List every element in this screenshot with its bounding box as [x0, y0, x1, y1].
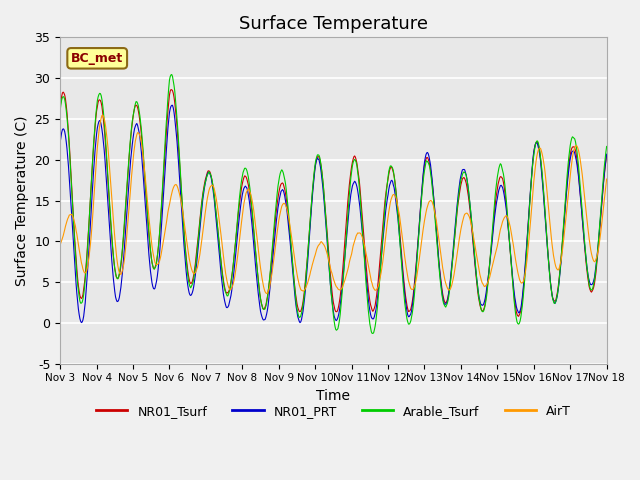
NR01_Tsurf [200, 181, 208, 187]
NR01_Tsurf [603, 153, 611, 158]
NR01_Tsurf [326, 262, 333, 268]
AirT [200, 217, 208, 223]
Arable_Tsurf [603, 144, 611, 149]
NR01_PRT [603, 151, 611, 157]
NR01_Tsurf [167, 87, 175, 93]
NR01_Tsurf [379, 224, 387, 229]
AirT [433, 226, 441, 231]
Arable_Tsurf [554, 288, 562, 293]
AirT [326, 265, 334, 271]
NR01_Tsurf [177, 180, 185, 186]
NR01_PRT [554, 288, 562, 294]
NR01_PRT [433, 241, 441, 247]
Legend: NR01_Tsurf, NR01_PRT, Arable_Tsurf, AirT: NR01_Tsurf, NR01_PRT, Arable_Tsurf, AirT [91, 400, 575, 423]
NR01_PRT [169, 102, 177, 108]
Arable_Tsurf [177, 176, 185, 182]
NR01_Tsurf [515, 313, 522, 319]
Arable_Tsurf [369, 331, 377, 336]
NR01_PRT [200, 185, 208, 191]
Line: AirT: AirT [60, 115, 607, 293]
X-axis label: Time: Time [316, 389, 350, 403]
Line: Arable_Tsurf: Arable_Tsurf [60, 74, 607, 334]
Line: NR01_Tsurf: NR01_Tsurf [60, 90, 607, 316]
Line: NR01_PRT: NR01_PRT [60, 105, 607, 323]
AirT [99, 112, 106, 118]
NR01_PRT [326, 281, 334, 287]
NR01_Tsurf [554, 285, 562, 291]
NR01_PRT [296, 320, 304, 325]
AirT [603, 176, 611, 182]
NR01_PRT [177, 194, 185, 200]
NR01_PRT [56, 139, 64, 145]
Arable_Tsurf [200, 184, 208, 190]
Arable_Tsurf [380, 224, 387, 229]
Arable_Tsurf [168, 72, 175, 77]
Arable_Tsurf [433, 245, 441, 251]
NR01_PRT [380, 231, 387, 237]
Arable_Tsurf [326, 271, 333, 276]
AirT [554, 267, 562, 273]
Title: Surface Temperature: Surface Temperature [239, 15, 428, 33]
NR01_Tsurf [433, 230, 440, 236]
Arable_Tsurf [56, 108, 64, 113]
AirT [263, 290, 271, 296]
Y-axis label: Surface Temperature (C): Surface Temperature (C) [15, 115, 29, 286]
AirT [177, 198, 185, 204]
NR01_Tsurf [56, 104, 64, 110]
AirT [380, 253, 387, 259]
AirT [56, 242, 64, 248]
Text: BC_met: BC_met [71, 52, 124, 65]
